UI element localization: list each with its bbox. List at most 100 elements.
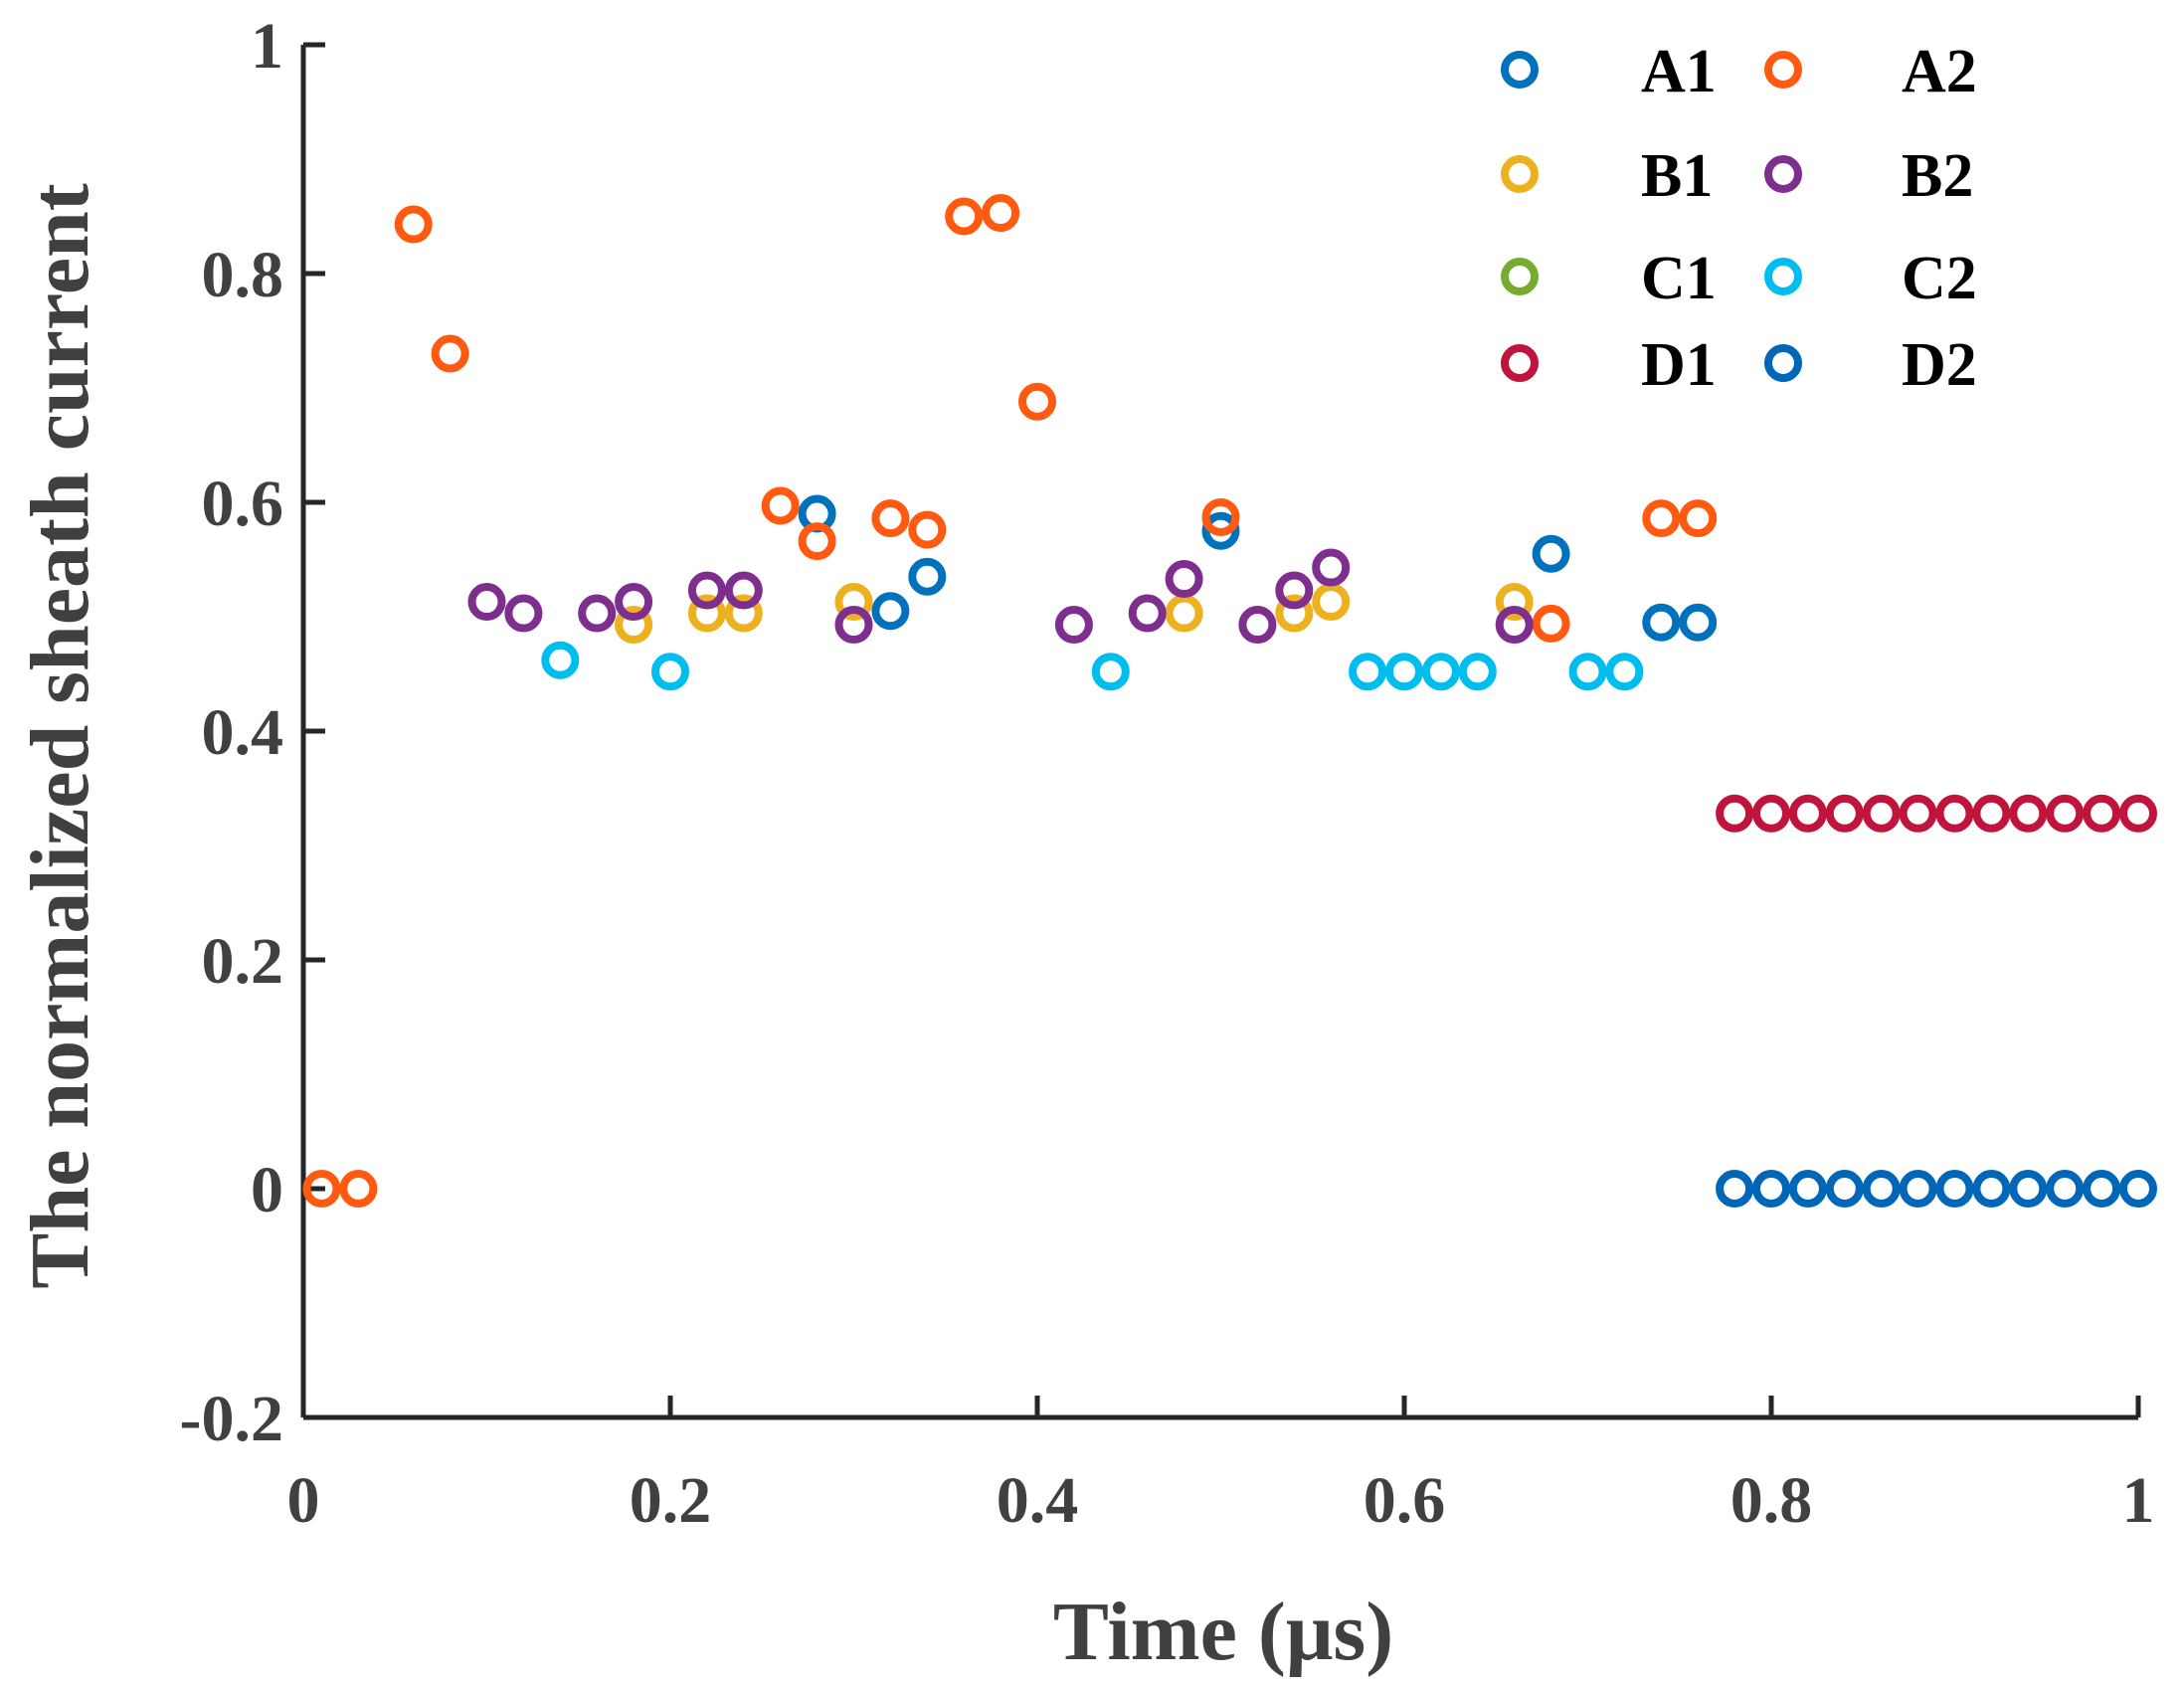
legend-label: A2 (1902, 38, 1977, 105)
point-b1 (1312, 583, 1351, 622)
point-b2 (1312, 548, 1351, 587)
x-axis-title: Time (μs) (1053, 1586, 1393, 1678)
legend-label: C1 (1641, 245, 1717, 312)
series-a2 (302, 194, 1718, 1208)
legend-item-d1: D1 (1501, 331, 1717, 399)
legend-item-b2: B2 (1764, 142, 1973, 210)
point-d2 (1935, 1170, 1974, 1208)
legend-item-a1: A1 (1501, 38, 1717, 105)
point-a1 (1532, 534, 1570, 573)
point-d1 (1899, 794, 1937, 833)
series-b1 (615, 583, 1534, 645)
point-a2 (1532, 604, 1570, 643)
point-d2 (1825, 1170, 1864, 1208)
point-d2 (1752, 1170, 1790, 1208)
legend-marker (1764, 258, 1802, 295)
x-tick-label: 0 (287, 1464, 320, 1537)
point-d1 (1935, 794, 1974, 833)
legend-item-c2: C2 (1764, 245, 1977, 312)
legend-marker (1764, 51, 1802, 89)
point-a2 (945, 197, 984, 236)
data-marks (302, 194, 2157, 1208)
point-d2 (1716, 1170, 1754, 1208)
point-a2 (431, 334, 469, 373)
series-a1 (798, 494, 1718, 642)
point-b1 (615, 606, 653, 645)
point-c2 (541, 641, 580, 679)
legend-item-d2: D2 (1764, 331, 1977, 399)
point-a2 (982, 194, 1020, 233)
point-b2 (615, 583, 653, 622)
point-d2 (1899, 1170, 1937, 1208)
legend-item-c1: C1 (1501, 245, 1717, 312)
point-b2 (578, 594, 617, 633)
y-tick-label: 1 (251, 10, 283, 83)
point-d2 (1862, 1170, 1901, 1208)
point-c2 (651, 653, 689, 691)
point-a2 (1642, 499, 1681, 538)
point-b1 (724, 594, 763, 633)
point-d2 (1788, 1170, 1827, 1208)
point-b2 (504, 594, 543, 633)
series-d2 (1716, 1170, 2157, 1208)
point-a2 (339, 1170, 378, 1208)
point-d1 (1788, 794, 1827, 833)
legend-label: C2 (1902, 245, 1977, 312)
point-d2 (2046, 1170, 2085, 1208)
series-c2 (541, 641, 1644, 691)
point-a2 (1679, 499, 1718, 538)
point-b2 (687, 571, 726, 610)
legend-item-a2: A2 (1764, 38, 1977, 105)
point-c2 (1568, 653, 1607, 691)
point-d1 (2083, 794, 2121, 833)
point-b1 (1275, 594, 1314, 633)
series-d1 (1716, 794, 2157, 833)
point-a1 (1642, 603, 1681, 642)
legend-label: B2 (1902, 142, 1973, 210)
point-a2 (302, 1170, 341, 1208)
legend-item-b1: B1 (1501, 142, 1713, 210)
point-c2 (1605, 653, 1644, 691)
point-d1 (1972, 794, 2011, 833)
point-d1 (2009, 794, 2048, 833)
point-c2 (1091, 653, 1130, 691)
point-d1 (2119, 794, 2157, 833)
legend-marker (1501, 155, 1539, 193)
point-d1 (2046, 794, 2085, 833)
point-a2 (908, 510, 947, 549)
point-d2 (2083, 1170, 2121, 1208)
x-tick-label: 0.8 (1730, 1464, 1813, 1537)
point-a2 (1018, 382, 1056, 421)
point-a2 (394, 205, 433, 244)
point-d1 (1825, 794, 1864, 833)
legend-marker (1501, 258, 1539, 295)
point-d1 (1752, 794, 1790, 833)
legend-marker (1764, 344, 1802, 382)
point-b2 (1128, 594, 1167, 633)
x-tick-label: 1 (2122, 1464, 2155, 1537)
point-b2 (1238, 606, 1277, 645)
point-b2 (1165, 560, 1203, 599)
point-d2 (2009, 1170, 2048, 1208)
legend-label: B1 (1641, 142, 1713, 210)
legend-marker (1501, 344, 1539, 382)
point-c2 (1421, 653, 1460, 691)
point-c2 (1349, 653, 1387, 691)
y-tick-label: -0.2 (180, 1383, 283, 1455)
point-c2 (1385, 653, 1423, 691)
point-b2 (724, 571, 763, 610)
point-a2 (761, 486, 800, 525)
point-b1 (687, 594, 726, 633)
y-tick-label: 0 (251, 1154, 283, 1226)
point-b2 (834, 606, 873, 645)
point-c2 (1458, 653, 1497, 691)
point-a1 (1201, 511, 1240, 550)
point-d1 (1716, 794, 1754, 833)
point-b1 (834, 583, 873, 622)
point-d1 (1862, 794, 1901, 833)
legend-marker (1501, 51, 1539, 89)
series-b2 (467, 548, 1534, 645)
y-tick-label: 0.4 (202, 696, 284, 769)
point-a2 (871, 499, 910, 538)
